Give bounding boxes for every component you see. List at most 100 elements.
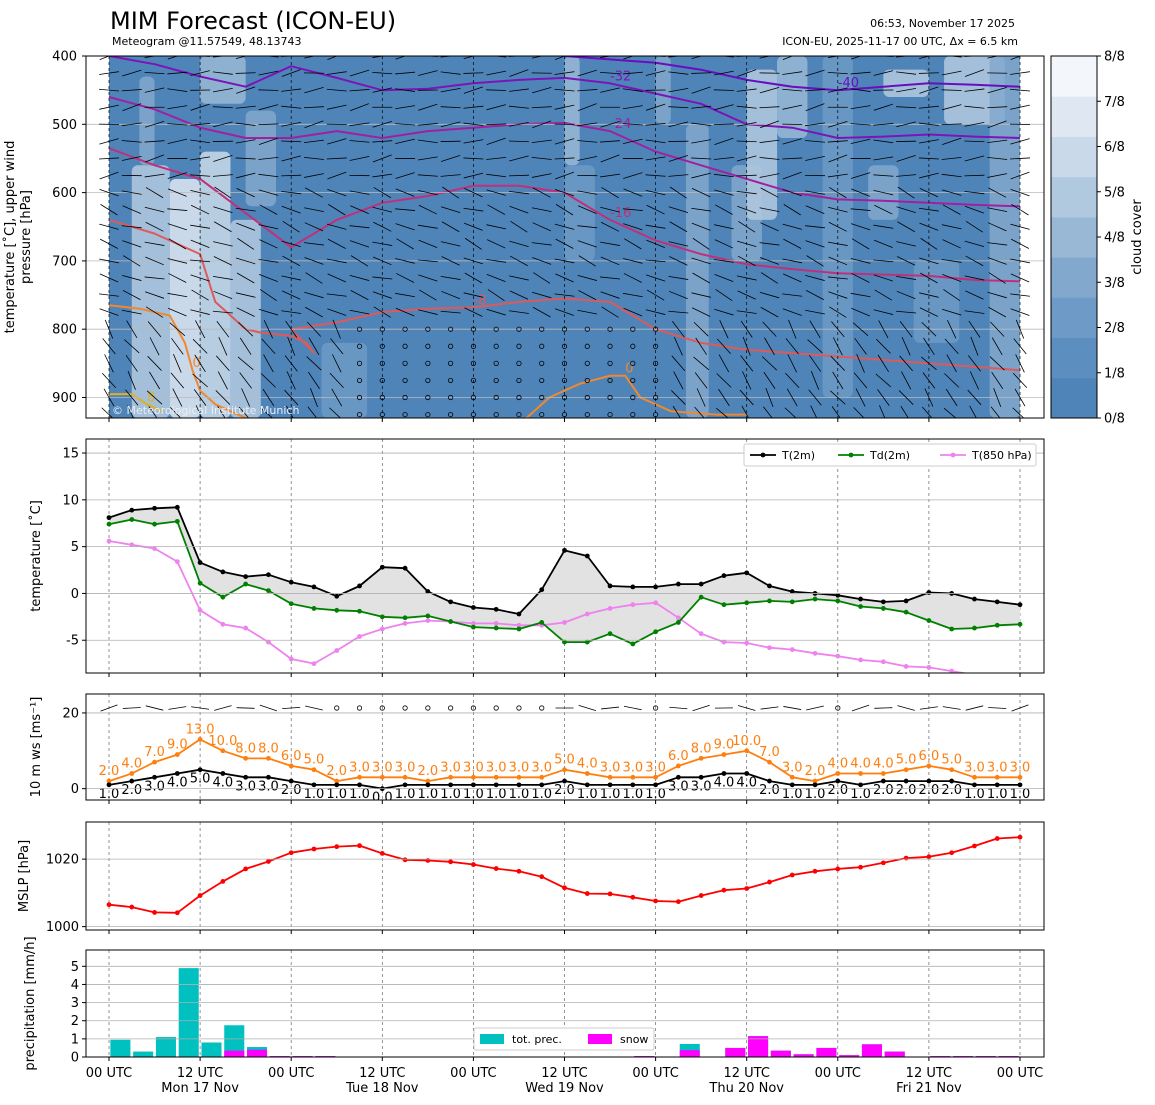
calm-wind-marker bbox=[630, 343, 636, 349]
wind-barb bbox=[919, 188, 939, 198]
data-point bbox=[425, 782, 431, 788]
calm-wind-marker bbox=[402, 394, 408, 401]
y-axis-label: temperature [˚C], upper wind bbox=[2, 141, 18, 334]
wind-barb bbox=[102, 338, 116, 355]
cloud-cover-colorbar: 0/8 1/8 2/8 3/8 4/8 5/8 6/8 7/8 8/8 cloud cover bbox=[1050, 50, 1145, 427]
data-point bbox=[972, 774, 977, 780]
wind-barb bbox=[349, 155, 370, 161]
wind-barb bbox=[103, 388, 115, 407]
wind-barb bbox=[577, 122, 598, 127]
data-point bbox=[607, 891, 613, 897]
wind-barb bbox=[850, 71, 871, 75]
data-label: 3.0 bbox=[1010, 760, 1031, 775]
wind-barb bbox=[508, 105, 529, 109]
wind-barb bbox=[691, 56, 703, 59]
wind-barb bbox=[532, 222, 552, 232]
wind-barb bbox=[463, 105, 484, 109]
data-point bbox=[539, 782, 545, 788]
data-point bbox=[584, 553, 590, 559]
x-day-label: Tue 18 Nov bbox=[345, 1081, 419, 1096]
data-label: 1.0 bbox=[486, 787, 507, 802]
data-point bbox=[425, 589, 431, 594]
wind-barb bbox=[440, 206, 461, 213]
data-label: 8.0 bbox=[235, 741, 256, 756]
wind-barb bbox=[349, 225, 370, 229]
wind-barb bbox=[99, 293, 119, 297]
calm-wind-marker bbox=[493, 705, 499, 711]
cloud-cover-patch bbox=[200, 151, 231, 418]
wind-barb bbox=[622, 71, 643, 75]
wind-barb bbox=[691, 222, 711, 231]
wind-barb bbox=[578, 255, 596, 267]
wind-barb bbox=[281, 69, 301, 77]
data-point bbox=[288, 778, 294, 784]
wind-barb bbox=[737, 290, 756, 300]
data-point bbox=[357, 634, 362, 639]
x-tick-label: 00 UTC bbox=[450, 1066, 496, 1081]
wind-barb bbox=[306, 356, 322, 371]
wind-barb bbox=[417, 123, 438, 126]
wind-barb bbox=[969, 405, 977, 418]
wind-barb bbox=[281, 174, 302, 177]
data-point bbox=[106, 782, 112, 788]
data-point bbox=[425, 618, 431, 623]
calm-wind-marker bbox=[356, 326, 363, 332]
wind-barb bbox=[1011, 704, 1029, 712]
colorbar-tick-label: 8/8 bbox=[1104, 50, 1125, 65]
wind-barb bbox=[851, 273, 870, 283]
wind-barb bbox=[740, 320, 753, 338]
wind-barb bbox=[145, 256, 164, 266]
wind-barb bbox=[304, 139, 324, 143]
wind-barb bbox=[873, 274, 893, 282]
legend-entry: T(2m) bbox=[781, 449, 815, 462]
data-point bbox=[858, 782, 863, 788]
wind-barb bbox=[168, 238, 187, 250]
wind-barb bbox=[260, 373, 276, 388]
data-point bbox=[1017, 602, 1023, 608]
data-point bbox=[471, 862, 476, 867]
wind-barb bbox=[850, 105, 871, 110]
calm-wind-marker bbox=[652, 343, 659, 349]
wind-barb bbox=[463, 157, 484, 160]
data-point bbox=[152, 505, 157, 511]
wind-barb bbox=[167, 56, 179, 60]
data-point bbox=[949, 626, 955, 632]
data-label: 3.0 bbox=[691, 779, 712, 794]
calm-wind-marker bbox=[835, 705, 841, 711]
wind-barb bbox=[486, 89, 507, 91]
wind-barb bbox=[235, 207, 256, 212]
wind-barb bbox=[919, 56, 931, 59]
colorbar-tick-label: 7/8 bbox=[1104, 95, 1125, 110]
wind-barb bbox=[487, 204, 506, 215]
data-point bbox=[129, 778, 135, 784]
wind-barb bbox=[645, 139, 666, 144]
y-tick-label: 400 bbox=[52, 50, 77, 65]
wind-barb bbox=[236, 222, 256, 231]
calm-wind-marker bbox=[539, 411, 545, 418]
data-label: 6.0 bbox=[281, 749, 302, 764]
data-label: 2.0 bbox=[418, 764, 439, 779]
wind-barb bbox=[828, 221, 847, 232]
y-axis-label: temperature [˚C] bbox=[28, 500, 44, 612]
wind-barb bbox=[967, 355, 981, 372]
data-point bbox=[288, 579, 294, 585]
data-point bbox=[880, 771, 886, 776]
wind-barb bbox=[920, 272, 938, 284]
wind-barb bbox=[258, 308, 279, 316]
wind-barb bbox=[830, 390, 846, 405]
data-label: 5.0 bbox=[896, 753, 917, 768]
data-point bbox=[607, 782, 613, 788]
wind-barb bbox=[326, 71, 347, 75]
wind-barb bbox=[964, 88, 985, 92]
wind-barb bbox=[1010, 171, 1030, 180]
wind-barb bbox=[805, 205, 825, 214]
data-point bbox=[562, 885, 567, 891]
data-point bbox=[653, 629, 658, 635]
wind-barb bbox=[509, 240, 529, 247]
wind-barb bbox=[327, 273, 347, 283]
wind-barb bbox=[440, 71, 461, 75]
wind-barb bbox=[463, 86, 483, 94]
data-point bbox=[539, 620, 545, 625]
data-point bbox=[630, 602, 636, 608]
x-tick-label: 00 UTC bbox=[997, 1066, 1043, 1081]
